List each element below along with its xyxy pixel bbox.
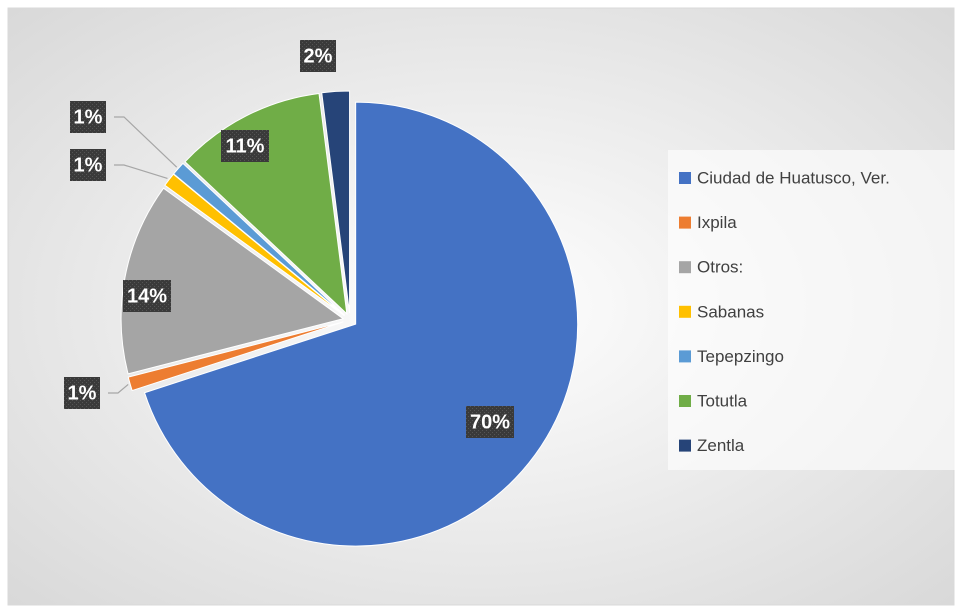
legend-swatch	[679, 305, 691, 318]
label-box	[123, 280, 171, 312]
label-box	[221, 130, 269, 162]
legend-label: Otros:	[697, 258, 743, 277]
label-box	[70, 149, 106, 181]
legend-label: Sabanas	[697, 302, 764, 321]
leader-line	[108, 383, 129, 394]
legend-swatch	[679, 216, 691, 229]
label-box	[300, 40, 336, 72]
label-box	[70, 101, 106, 133]
data-label: 70%	[470, 411, 510, 433]
leader-line	[114, 116, 178, 168]
legend-swatch	[679, 439, 691, 452]
legend-label: Totutla	[697, 391, 748, 410]
legend-box	[668, 150, 955, 470]
data-label: 1%	[68, 382, 97, 404]
legend-swatch	[679, 261, 691, 274]
pie-slice	[120, 187, 345, 375]
label-box	[64, 377, 100, 409]
data-label: 1%	[74, 106, 103, 128]
pie-slice	[127, 321, 344, 392]
label-box	[466, 406, 514, 438]
data-label: 2%	[304, 45, 333, 67]
data-label: 1%	[74, 154, 103, 176]
legend-swatch	[679, 172, 691, 184]
data-label: 11%	[226, 135, 265, 157]
data-label: 14%	[127, 285, 167, 307]
legend-swatch	[679, 350, 691, 363]
pie-slice	[321, 90, 351, 314]
legend-label: Zentla	[697, 436, 745, 455]
pie-slice	[172, 162, 346, 316]
legend-label: Ciudad de Huatusco, Ver.	[697, 168, 890, 187]
legend-label: Ixpila	[697, 213, 737, 232]
legend-swatch	[679, 395, 691, 407]
legend-label: Tepepzingo	[697, 347, 784, 366]
leader-line	[114, 164, 168, 179]
